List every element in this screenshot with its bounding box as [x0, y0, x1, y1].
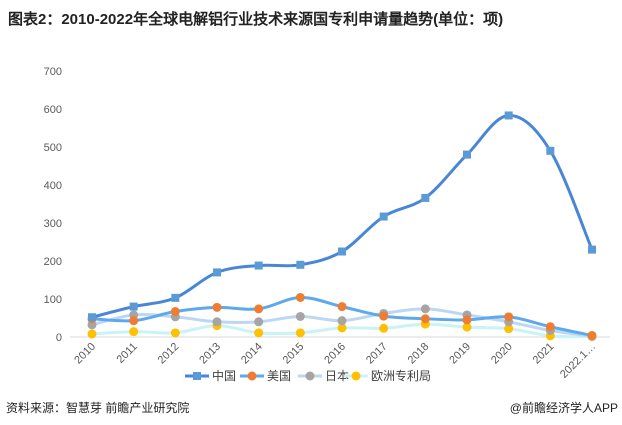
y-tick-label: 400	[44, 180, 62, 192]
data-point	[420, 304, 430, 314]
data-point	[337, 323, 347, 333]
data-point	[462, 315, 472, 325]
data-point	[587, 330, 597, 340]
data-point	[129, 327, 139, 337]
legend-label: 美国	[267, 369, 291, 383]
y-tick-label: 700	[44, 66, 62, 78]
x-tick-label: 2017	[364, 341, 390, 367]
data-point	[171, 293, 180, 302]
legend-item: 欧洲专利局	[344, 368, 431, 383]
data-point	[129, 302, 138, 311]
x-tick-label: 2019	[447, 341, 473, 367]
data-point	[254, 304, 264, 314]
x-tick-label: 2020	[489, 341, 515, 367]
chart-title: 图表2：2010-2022年全球电解铝行业技术来源国专利申请量趋势(单位：项)	[8, 11, 504, 28]
series-line	[91, 113, 594, 319]
legend-item: 美国	[240, 369, 291, 383]
x-tick-label: 2018	[406, 341, 432, 367]
data-point	[170, 307, 180, 317]
data-point	[463, 150, 471, 159]
data-point	[254, 261, 263, 270]
data-point	[504, 312, 514, 322]
data-point	[212, 317, 222, 327]
legend-label: 日本	[325, 369, 349, 383]
legend-label: 欧洲专利局	[371, 368, 431, 383]
data-point	[129, 316, 139, 326]
data-point	[379, 323, 389, 333]
y-tick-label: 500	[44, 142, 62, 154]
x-tick-label: 2014	[239, 341, 265, 367]
data-point	[504, 324, 514, 334]
data-point	[295, 311, 305, 321]
y-tick-label: 0	[56, 332, 62, 344]
x-tick-label: 2016	[322, 341, 348, 367]
data-point	[212, 302, 222, 312]
data-point	[379, 311, 389, 321]
x-tick-label: 2010	[72, 341, 98, 367]
data-point	[337, 302, 347, 312]
x-tick-label: 2013	[197, 341, 223, 367]
data-point	[504, 111, 513, 120]
y-tick-label: 600	[44, 104, 62, 116]
x-tick-label: 2015	[281, 341, 307, 367]
data-point	[337, 316, 347, 326]
y-tick-label: 200	[44, 256, 62, 268]
x-tick-label: 2012	[156, 341, 182, 367]
data-point	[546, 146, 555, 155]
legend-item: 中国	[185, 368, 236, 383]
data-point	[338, 247, 346, 256]
legend-item: 日本	[298, 369, 349, 383]
x-tick-label: 2011	[115, 341, 140, 366]
credit-note: @前瞻经济学人APP	[509, 401, 618, 415]
data-point	[296, 260, 305, 269]
data-point	[545, 322, 555, 332]
data-point	[295, 328, 305, 338]
legend-label: 中国	[212, 368, 236, 383]
data-point	[379, 212, 388, 221]
data-point	[88, 313, 96, 322]
data-point	[421, 193, 430, 202]
y-tick-label: 100	[44, 294, 62, 306]
source-note: 资料来源：智慧芽 前瞻产业研究院	[6, 401, 190, 415]
y-tick-label: 300	[44, 218, 62, 230]
data-point	[420, 314, 430, 324]
data-point	[295, 292, 305, 302]
data-point	[170, 328, 180, 338]
data-point	[254, 328, 264, 338]
x-tick-label: 2022.1…	[558, 341, 598, 381]
data-point	[254, 317, 264, 327]
data-point	[588, 245, 596, 254]
data-point	[87, 329, 97, 339]
x-tick-label: 2021	[531, 341, 557, 367]
data-point	[213, 268, 221, 277]
data-point	[462, 322, 472, 332]
